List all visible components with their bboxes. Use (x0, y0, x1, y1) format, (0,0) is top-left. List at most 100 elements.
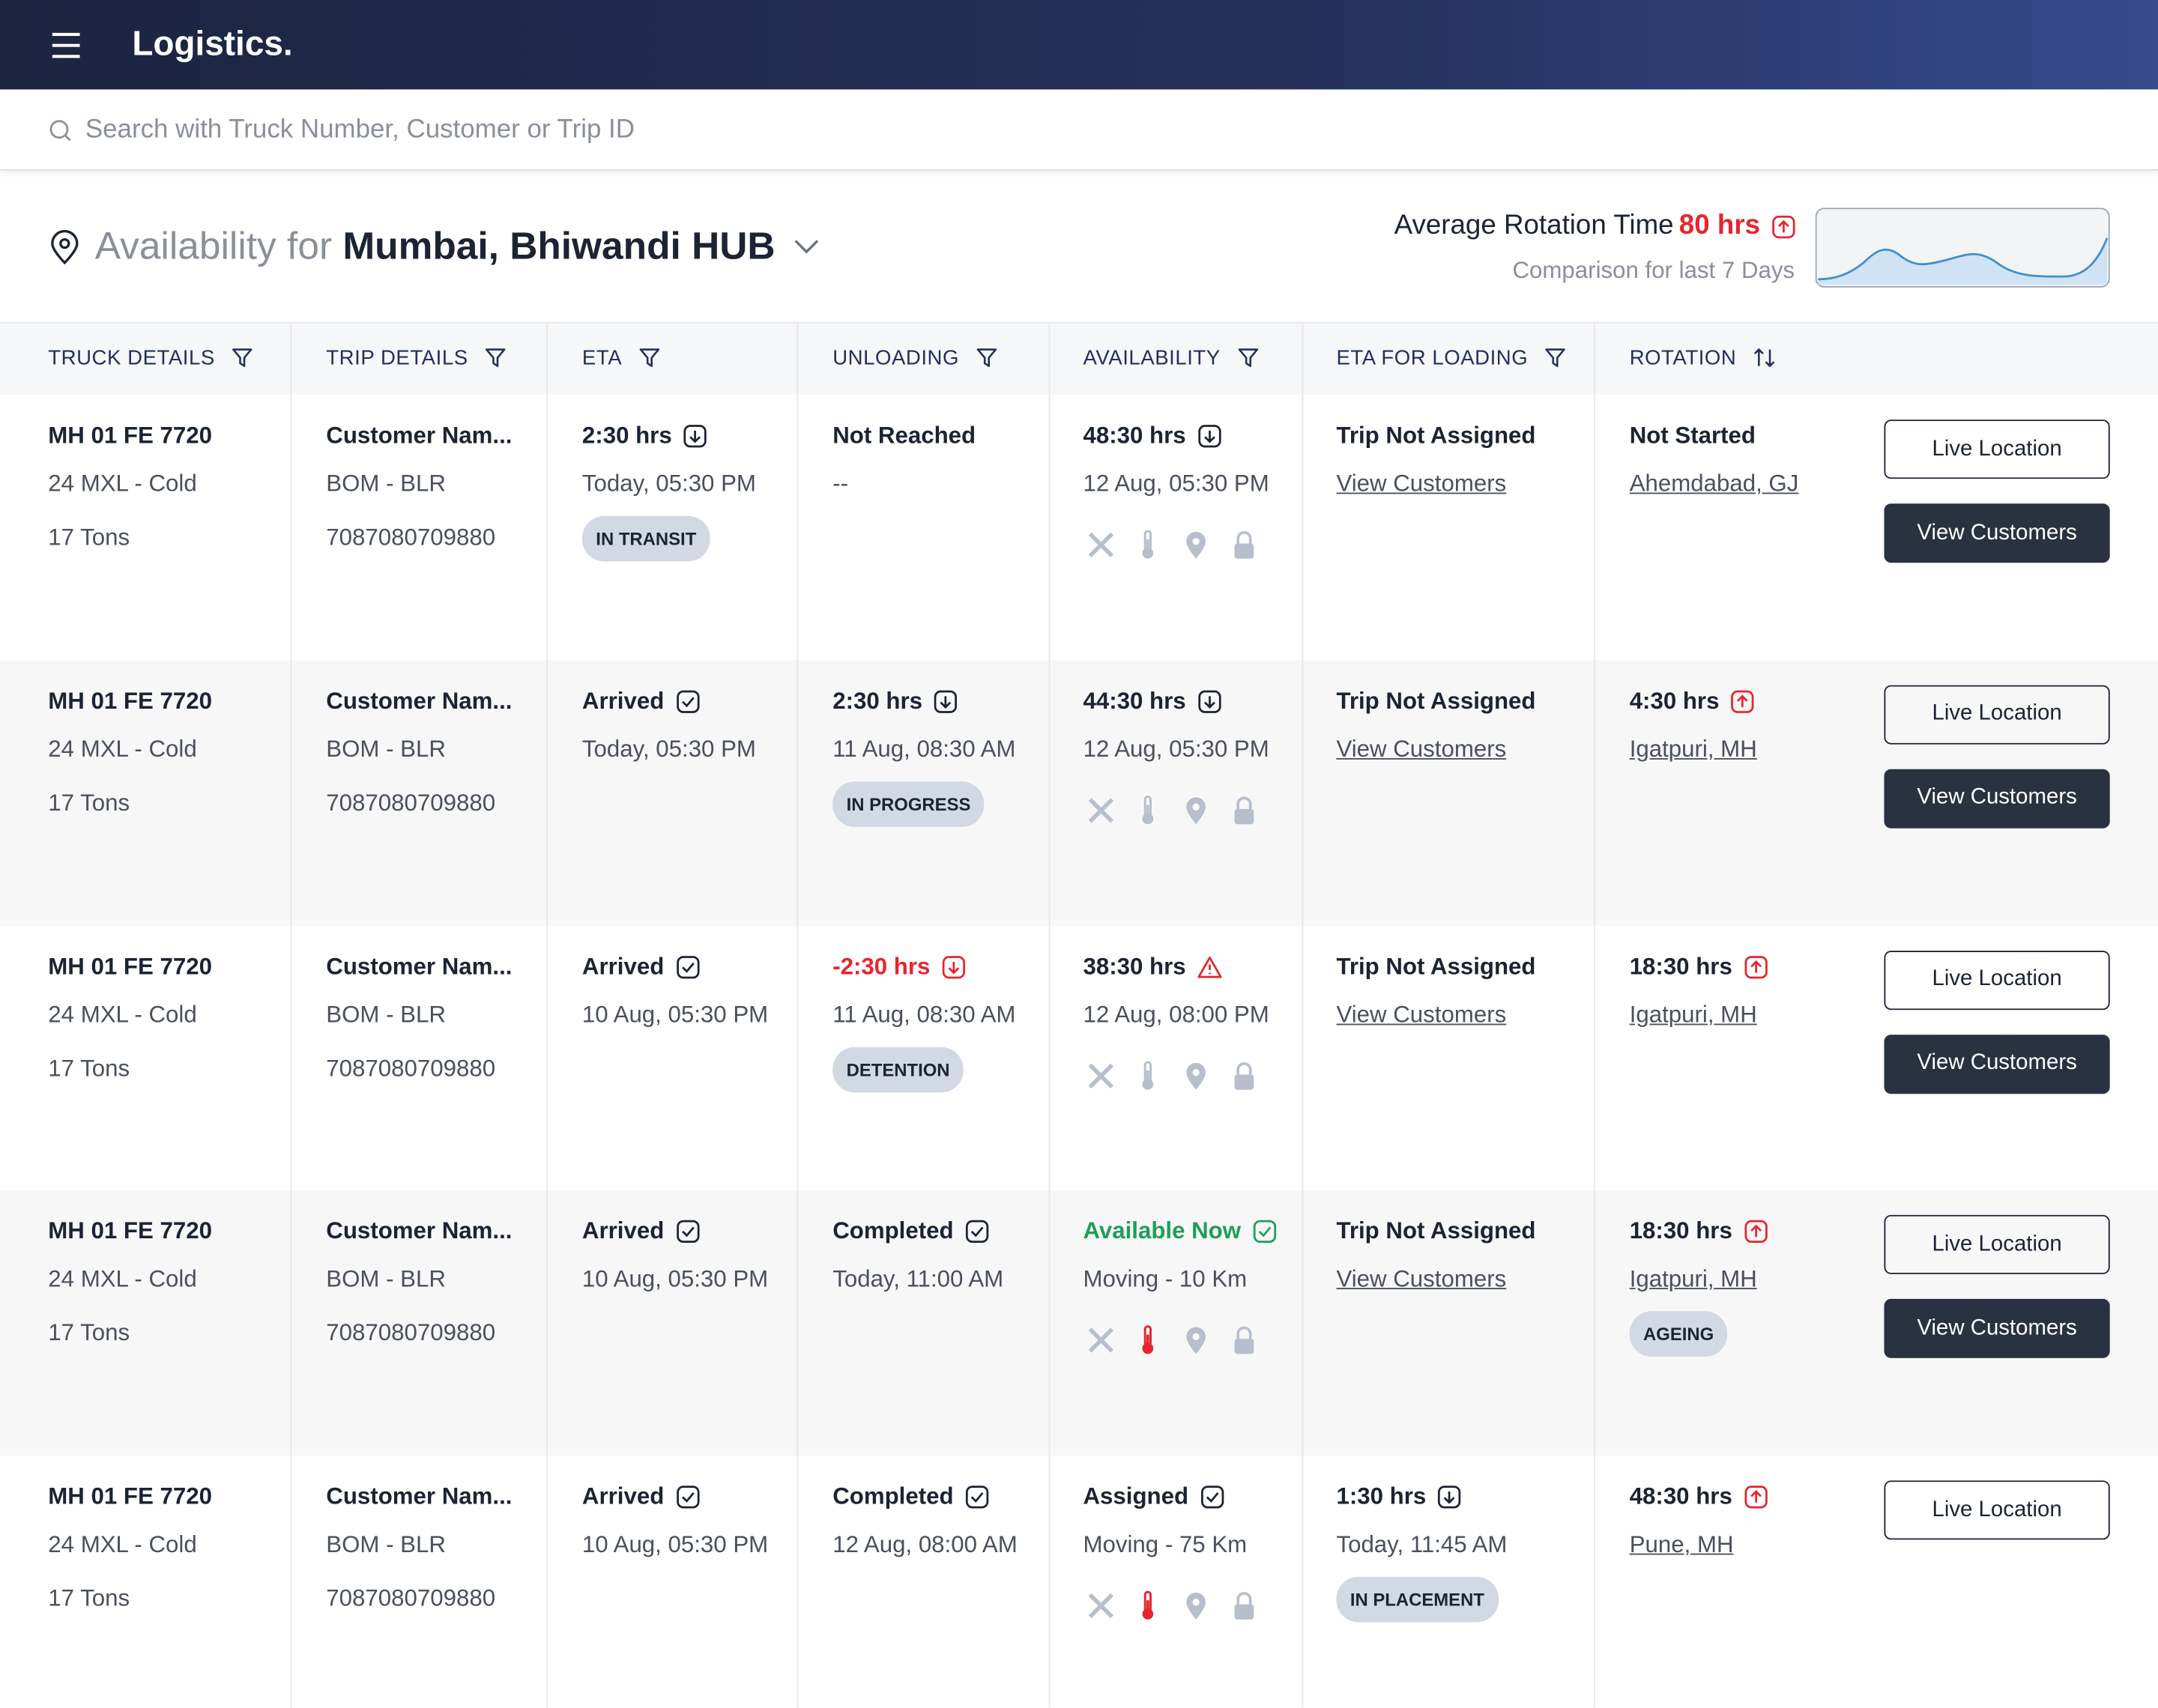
live-location-button[interactable]: Live Location (1884, 420, 2110, 479)
column-divider (546, 321, 548, 1708)
status-badge: IN PROGRESS (832, 781, 985, 827)
view-customers-button[interactable]: View Customers (1884, 1299, 2110, 1359)
table-row (0, 395, 2158, 661)
live-location-button[interactable]: Live Location (1884, 1480, 2110, 1540)
down-icon (1198, 690, 1221, 713)
search-placeholder[interactable]: Search with Truck Number, Customer or Tr… (85, 115, 635, 145)
cell-link[interactable]: View Customers (1336, 1001, 1507, 1028)
up-icon (1744, 1220, 1768, 1244)
up-icon (1744, 955, 1768, 978)
cell-sub: Moving - 75 Km (1083, 1531, 1248, 1558)
column-header[interactable]: AVAILABILITY (1083, 346, 1221, 371)
live-location-button[interactable]: Live Location (1884, 1215, 2110, 1275)
cell-sub: 12 Aug, 05:30 PM (1083, 736, 1269, 763)
column-header[interactable]: ETA (581, 346, 623, 371)
cell-sub: BOM - BLR (326, 736, 446, 763)
filter-icon (1545, 348, 1565, 367)
column-header[interactable]: UNLOADING (832, 346, 959, 371)
cell-main: 38:30 hrs (1083, 953, 1186, 980)
table-row (0, 1190, 2158, 1456)
cell-main: MH 01 FE 7720 (48, 1218, 212, 1245)
cell-link[interactable]: View Customers (1336, 470, 1507, 497)
temperature-icon (1142, 795, 1154, 824)
cell-sub: Today, 05:30 PM (581, 736, 756, 763)
hub-name[interactable]: Mumbai, Bhiwandi HUB (342, 224, 776, 267)
filter-icon (976, 348, 997, 367)
cell-link[interactable]: View Customers (1336, 1266, 1507, 1293)
table-header (0, 321, 2158, 398)
cell-third: 7087080709880 (326, 1320, 496, 1347)
up-icon (1772, 215, 1795, 239)
column-header[interactable]: TRIP DETAILS (326, 346, 468, 371)
column-header[interactable]: ROTATION (1629, 346, 1737, 371)
gps-icon (1186, 1062, 1206, 1089)
cell-main: Customer Nam... (326, 1218, 513, 1245)
lock-icon (1234, 1592, 1254, 1620)
cell-link[interactable]: Igatpuri, MH (1629, 1266, 1757, 1293)
view-customers-button[interactable]: View Customers (1884, 769, 2110, 829)
cell-sub: Today, 11:45 AM (1336, 1531, 1508, 1558)
rotation-subtitle: Comparison for last 7 Days (1512, 257, 1795, 284)
dropdown-caret[interactable] (793, 237, 820, 256)
cell-sub: -- (832, 470, 849, 497)
column-divider (797, 321, 799, 1708)
filter-icon (232, 348, 253, 367)
cell-sub: 10 Aug, 05:30 PM (581, 1001, 769, 1028)
cell-main: Customer Nam... (326, 422, 513, 449)
cell-sub: Today, 05:30 PM (581, 470, 756, 497)
cell-main: Trip Not Assigned (1336, 687, 1536, 714)
gps-icon (1186, 1327, 1206, 1355)
tool-icon (1088, 532, 1114, 557)
cell-main: Trip Not Assigned (1336, 1218, 1536, 1245)
top-bar (0, 0, 2158, 90)
cell-main: 18:30 hrs (1629, 1218, 1732, 1245)
cell-main: 4:30 hrs (1629, 687, 1720, 714)
cell-third: 17 Tons (48, 1585, 130, 1612)
down-icon (1198, 425, 1221, 448)
column-divider (1048, 321, 1051, 1708)
live-location-button[interactable]: Live Location (1884, 950, 2110, 1010)
column-divider (1593, 321, 1595, 1708)
column-header[interactable]: ETA FOR LOADING (1336, 346, 1529, 371)
search-bar[interactable] (0, 89, 2158, 171)
cell-third: 7087080709880 (326, 789, 496, 816)
status-badge: DETENTION (832, 1047, 964, 1092)
check-icon (677, 690, 700, 713)
cell-sub: 10 Aug, 05:30 PM (581, 1531, 769, 1558)
column-divider (1302, 321, 1304, 1708)
cell-link[interactable]: Ahemdabad, GJ (1629, 470, 1799, 497)
gps-icon (1186, 1593, 1206, 1620)
cell-link[interactable]: View Customers (1336, 736, 1507, 763)
cell-third: 17 Tons (48, 1320, 130, 1347)
column-divider (290, 321, 292, 1708)
menu-icon[interactable] (51, 31, 81, 59)
column-header[interactable]: TRUCK DETAILS (48, 346, 215, 371)
check-icon (677, 1220, 700, 1244)
cell-main: Arrived (581, 687, 665, 714)
cell-main: 2:30 hrs (832, 687, 922, 714)
availability-prefix: Availability for (94, 224, 333, 267)
filter-icon (639, 348, 660, 367)
cell-main: Customer Nam... (326, 1483, 513, 1510)
live-location-button[interactable]: Live Location (1884, 685, 2110, 745)
check-icon (1253, 1220, 1277, 1244)
cell-sub: 11 Aug, 08:30 AM (832, 1001, 1016, 1028)
cell-main: Arrived (581, 1218, 665, 1245)
filter-icon (1238, 348, 1259, 367)
cell-link[interactable]: Igatpuri, MH (1629, 1001, 1757, 1028)
cell-sub: BOM - BLR (326, 1266, 446, 1293)
cell-third: 17 Tons (48, 789, 130, 816)
temperature-icon (1142, 1060, 1154, 1089)
cell-link[interactable]: Igatpuri, MH (1629, 736, 1757, 763)
cell-main: 2:30 hrs (581, 422, 672, 449)
cell-sub: Today, 11:00 AM (832, 1266, 1004, 1293)
lock-icon (1234, 796, 1254, 824)
tool-icon (1088, 1062, 1114, 1088)
cell-main: Not Started (1629, 422, 1756, 449)
cell-main: Completed (832, 1483, 954, 1510)
cell-main: Trip Not Assigned (1336, 953, 1536, 980)
view-customers-button[interactable]: View Customers (1884, 503, 2110, 563)
cell-link[interactable]: Pune, MH (1629, 1531, 1734, 1558)
view-customers-button[interactable]: View Customers (1884, 1034, 2110, 1094)
cell-main: Arrived (581, 953, 665, 980)
